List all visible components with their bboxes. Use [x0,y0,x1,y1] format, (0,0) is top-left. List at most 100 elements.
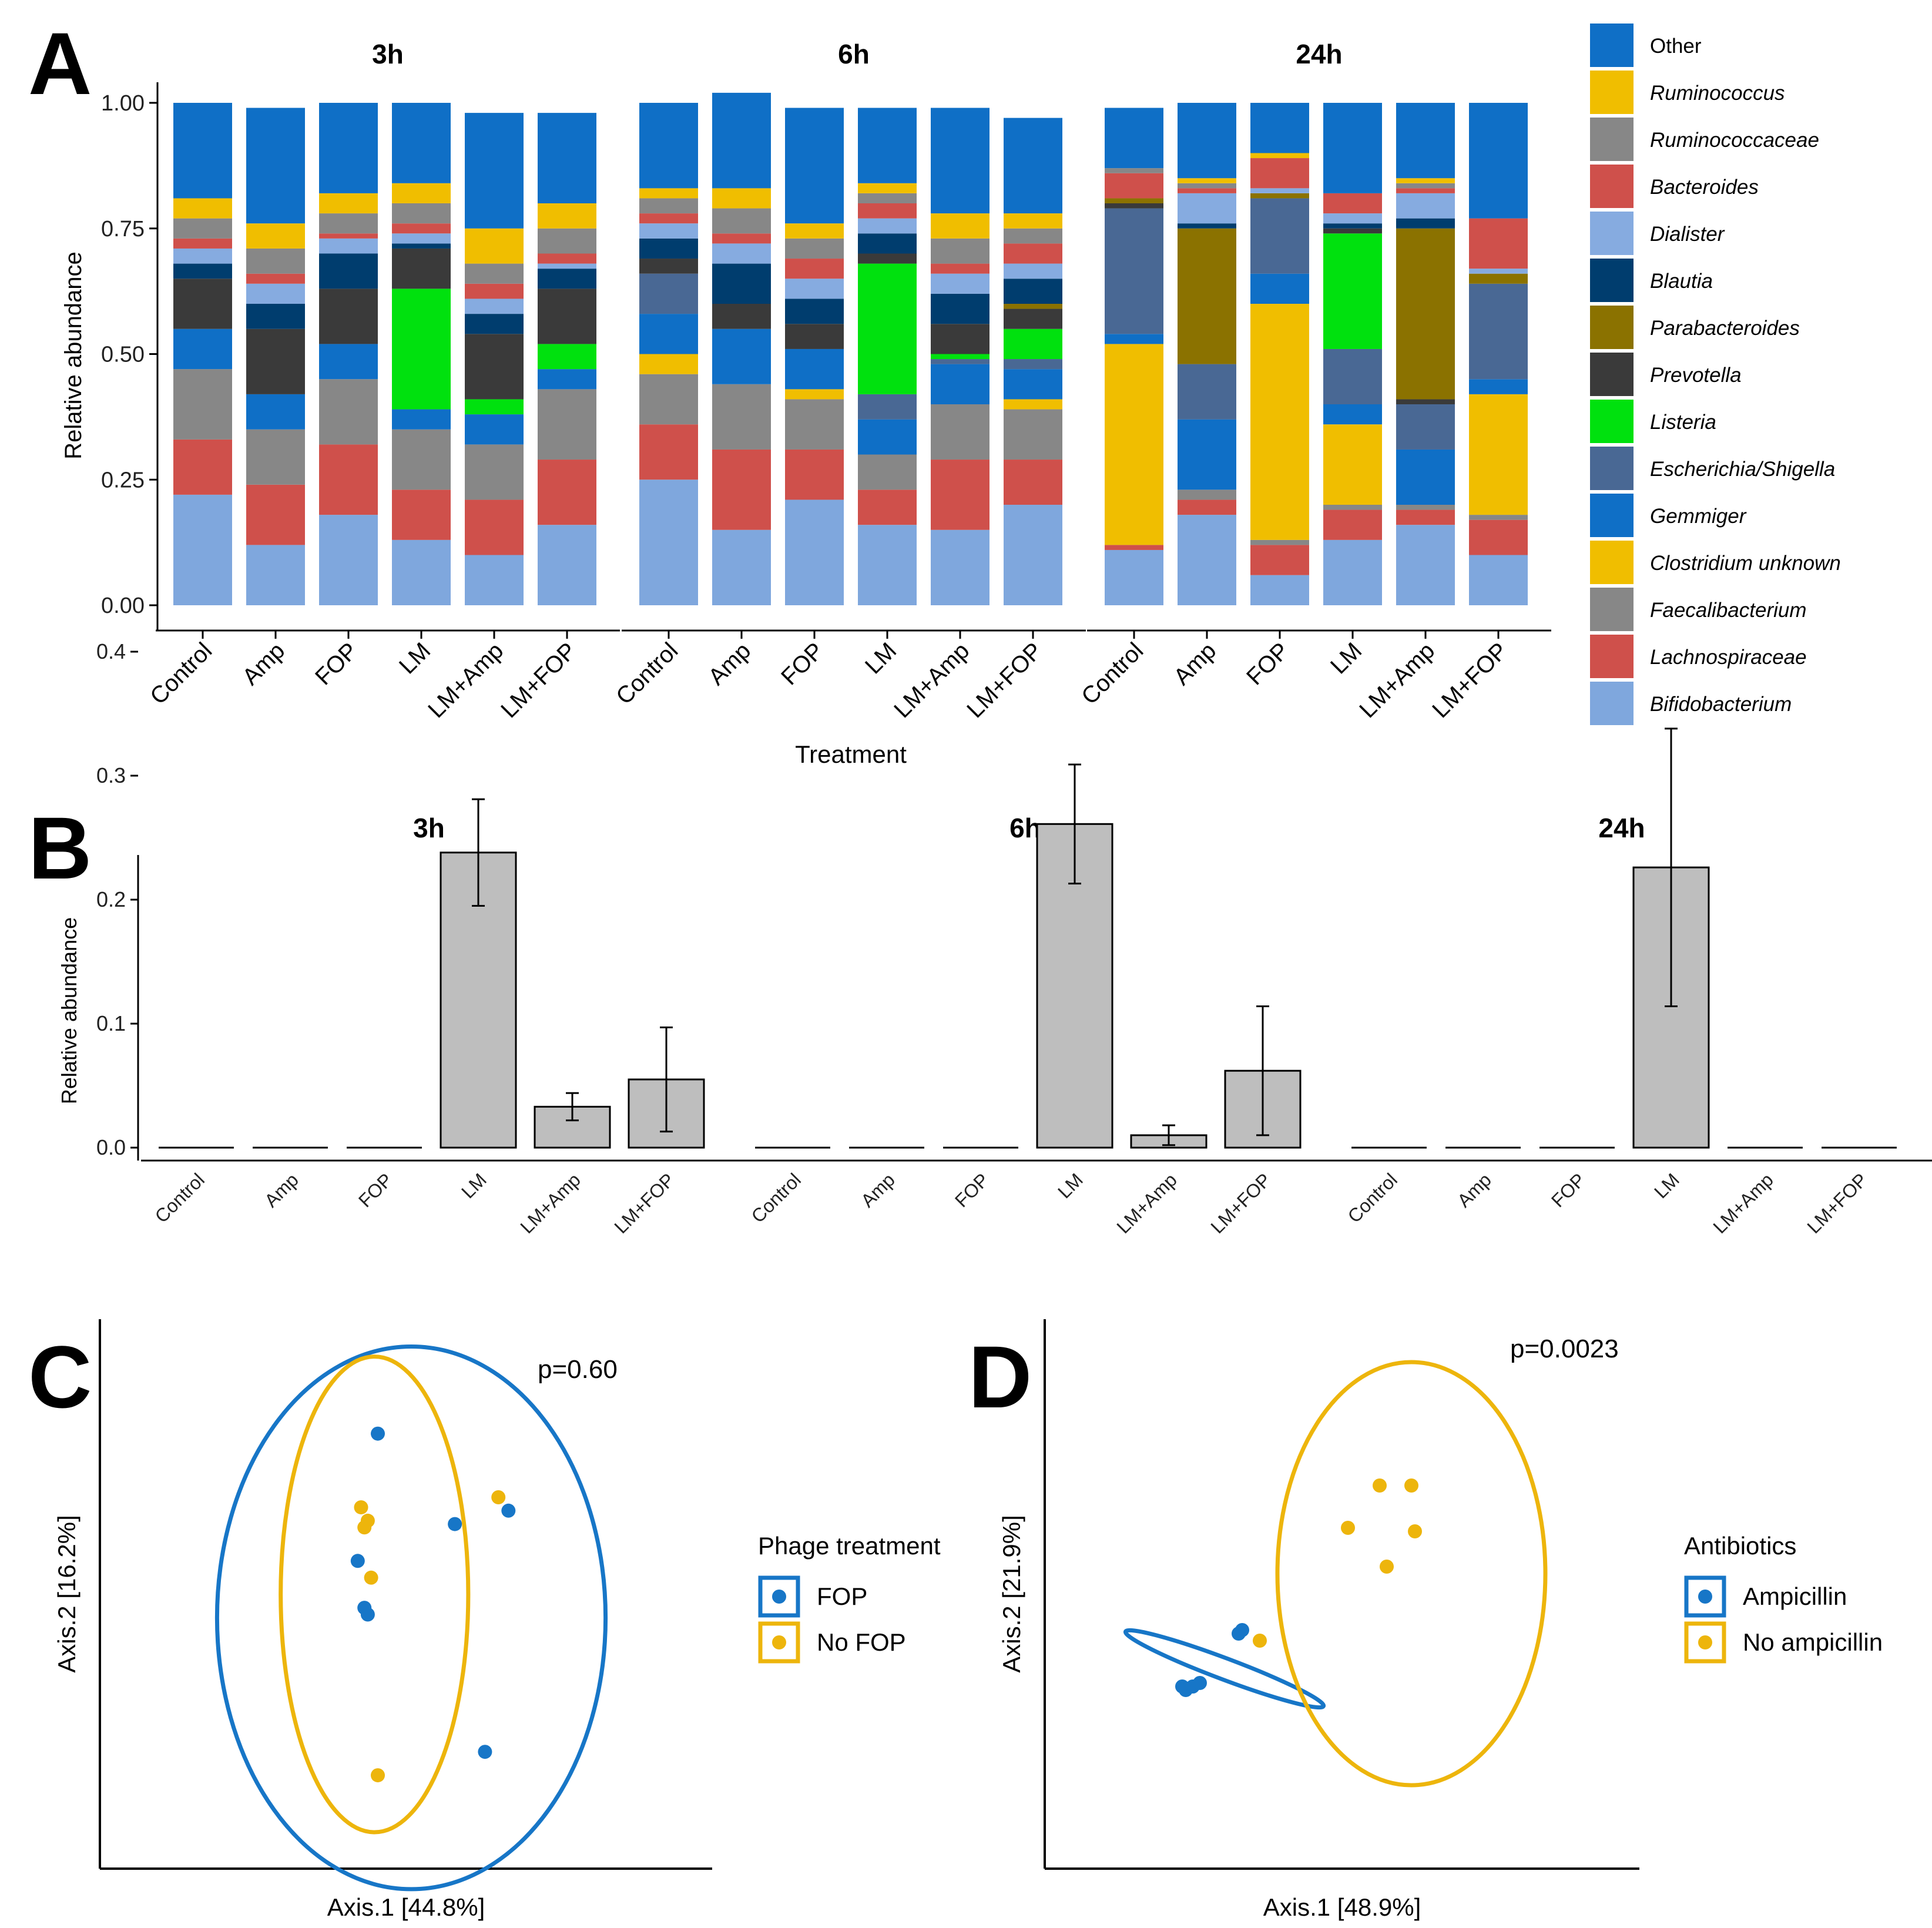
bar-segment-bifidobacterium [712,529,771,605]
bar-segment-blautia [392,243,451,249]
bar-segment-ruminococcus [639,188,698,199]
legend-label-other: Other [1650,35,1702,58]
bar-segment-bifidobacterium [1469,555,1528,605]
y-tick-label-b: 0.3 [96,763,126,787]
point-no-ampicillin [1253,1634,1267,1648]
bar-segment-bifidobacterium [858,525,917,605]
x-tick-label-b: Control [151,1169,209,1226]
bar-segment-blautia [465,314,524,334]
bar-segment-bacteroides [538,253,596,264]
bar-segment-bifidobacterium [392,539,451,605]
bar-segment-ruminococcaceae [639,198,698,214]
legend-label-no-ampicillin: No ampicillin [1743,1628,1883,1656]
y-tick-label-b: 0.2 [96,887,126,911]
bar-segment-ruminococcaceae [319,213,378,234]
bar-segment-bacteroides [173,238,232,249]
bar-segment-ruminococcaceae [538,228,596,254]
x-tick-label-a: Control [611,638,683,709]
bar-segment-dialister [1469,269,1528,274]
point-fop [478,1745,492,1759]
bar-segment-parabacteroides [1004,304,1062,309]
point-fop [371,1426,385,1441]
bar-segment-ruminococcaceae [1396,183,1455,189]
bar-segment-blautia [173,263,232,279]
bar-segment-lachnospiraceae [173,439,232,495]
bar-segment-lachnospiraceae [712,449,771,530]
bar-segment-escherichia-shigella [1323,348,1382,404]
legend-title-c: Phage treatment [758,1532,941,1560]
bar-segment-dialister [931,273,990,294]
x-tick-label-a: Control [145,638,217,709]
bar-segment-bifidobacterium [465,555,524,605]
bar-segment-dialister [639,223,698,239]
x-tick-label-a: Amp [1169,638,1221,690]
bar-segment-prevotella [538,289,596,344]
y-axis-label-d: Axis.2 [21.9%] [998,1515,1025,1672]
legend-label-listeria: Listeria [1650,411,1716,434]
bar-segment-listeria [1323,233,1382,349]
bar-segment-ruminococcaceae [858,193,917,203]
bar-segment-other [319,103,378,193]
legend-label-ampicillin: Ampicillin [1743,1582,1847,1610]
bar-segment-lachnospiraceae [1178,499,1236,515]
bar-segment-prevotella [858,253,917,264]
panel-label-a: A [28,14,92,113]
bar-segment-lachnospiraceae [319,444,378,515]
x-tick-label-b: LM [457,1169,491,1202]
bar-segment-bacteroides [1178,188,1236,193]
bar-segment-listeria [858,263,917,394]
legend-key-ruminococcaceae [1590,118,1634,161]
bar-segment-lachnospiraceae [1004,460,1062,505]
facet-title-a-6h: 6h [838,39,870,69]
legend-label-parabacteroides: Parabacteroides [1650,317,1800,340]
bar-segment-gemmiger [1396,449,1455,505]
bar-segment-bacteroides [785,259,844,279]
bar-segment-dialister [392,233,451,244]
legend-label-escherichia-shigella: Escherichia/Shigella [1650,458,1835,481]
bar-segment-bacteroides [319,233,378,239]
bar-segment-ruminococcus [173,198,232,219]
point-no-ampicillin [1404,1478,1418,1493]
bar-segment-gemmiger [538,369,596,390]
y-axis-label-a: Relative abundance [61,252,86,460]
bar-segment-parabacteroides [1105,198,1163,203]
bar-segment-blautia [1396,218,1455,229]
point-fop [360,1607,375,1622]
bar-segment-bacteroides [1004,243,1062,264]
bar-segment-ruminococcus [1250,153,1309,159]
bar-segment-gemmiger [785,348,844,390]
bar-segment-gemmiger [1105,334,1163,344]
bar-segment-other [712,92,771,189]
point-no-fop [491,1490,506,1504]
bar-segment-clostridium-unknown [1105,344,1163,545]
bar-segment-lachnospiraceae [538,460,596,525]
bar-segment-bifidobacterium [931,529,990,605]
bar-segment-ruminococcaceae [465,263,524,284]
x-tick-label-b: Amp [1453,1169,1495,1211]
bar-segment-lachnospiraceae [1250,545,1309,575]
bar-segment-other [858,108,917,183]
bar-segment-bifidobacterium [1004,505,1062,605]
bar-segment-faecalibacterium [639,374,698,425]
legend-key-bifidobacterium [1590,682,1634,725]
legend-title-d: Antibiotics [1684,1532,1796,1560]
p-value-annotation: p=0.60 [538,1355,618,1384]
bar-segment-faecalibacterium [1323,505,1382,510]
bar-segment-other [1323,103,1382,193]
bar-segment-blautia [858,233,917,254]
bar-segment-escherichia-shigella [639,273,698,314]
panel-c: C Axis.1 [44.8%] Axis.2 [16.2%] p=0.60 Phage… [28,1319,941,1921]
bar-segment-prevotella [639,259,698,274]
bar-segment-faecalibacterium [1396,505,1455,510]
bar-segment-clostridium-unknown [1250,304,1309,540]
bar-segment-ruminococcus [858,183,917,193]
bar-segment-escherichia-shigella [1178,364,1236,420]
point-ampicillin [1193,1676,1207,1690]
x-tick-label-b: LM [1650,1169,1683,1202]
bar-segment-other [785,108,844,224]
legend-label-faecalibacterium: Faecalibacterium [1650,599,1807,622]
x-tick-label-b: LM+Amp [1112,1169,1181,1238]
x-tick-label-b: FOP [354,1169,397,1211]
bar-segment-ruminococcaceae [785,238,844,259]
bar-segment-dialister [319,238,378,254]
